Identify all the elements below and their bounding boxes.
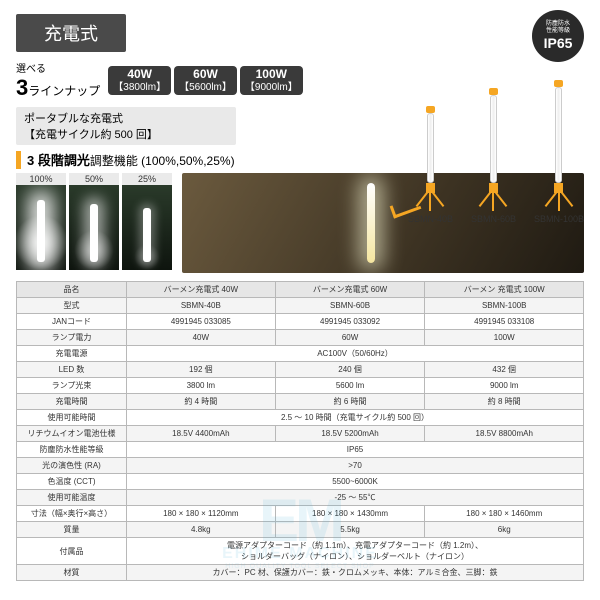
spec-row-label: 使用可能時間 [17, 410, 127, 426]
spec-cell: 18.5V 8800mAh [425, 426, 584, 442]
spec-cell: 180 × 180 × 1120mm [127, 506, 276, 522]
spec-cell: 5.5kg [275, 522, 425, 538]
dimming-image [122, 185, 172, 270]
spec-cell: SBMN-100B [425, 298, 584, 314]
ip65-badge: 防塵防水 性能等級 IP65 [532, 10, 584, 62]
spec-cell: 9000 lm [425, 378, 584, 394]
spec-row-label: ランプ電力 [17, 330, 127, 346]
dimming-image [69, 185, 119, 270]
lineup-pretext: 選べる [16, 60, 100, 75]
lineup-suffix: ラインナップ [28, 84, 100, 98]
product-lineup: SBMN-40B SBMN-60B SBMN-100B [408, 80, 584, 224]
spec-cell: 240 個 [275, 362, 425, 378]
product-label: SBMN-100B [534, 214, 584, 224]
spec-row-label: 光の演色性 (RA) [17, 458, 127, 474]
spec-cell: 60W [275, 330, 425, 346]
dimming-pct: 100% [16, 173, 66, 185]
spec-table: 品名バーメン充電式 40Wバーメン充電式 60Wバーメン 充電式 100W型式S… [16, 281, 584, 581]
spec-row-label: 充電時間 [17, 394, 127, 410]
spec-cell: 4.8kg [127, 522, 276, 538]
spec-cell: 4991945 033092 [275, 314, 425, 330]
spec-cell: AC100V（50/60Hz） [127, 346, 584, 362]
dimming-cell: 100% [16, 173, 66, 273]
product-label: SBMN-40B [408, 214, 453, 224]
spec-cell: 約 8 時間 [425, 394, 584, 410]
product-label: SBMN-60B [471, 214, 516, 224]
spec-row-label: 色温度 (CCT) [17, 474, 127, 490]
spec-cell: 18.5V 4400mAh [127, 426, 276, 442]
ip-code: IP65 [544, 35, 573, 51]
accent-bar [16, 151, 21, 169]
spec-cell: 6kg [425, 522, 584, 538]
portable-title: ポータブルな充電式 [24, 113, 123, 125]
spec-cell: 18.5V 5200mAh [275, 426, 425, 442]
spec-cell: 約 6 時間 [275, 394, 425, 410]
title-badge: 充電式 [16, 14, 126, 52]
spec-cell: 2.5 ～ 10 時間（充電サイクル約 500 回） [127, 410, 584, 426]
spec-cell: 4991945 033108 [425, 314, 584, 330]
spec-row-label: 使用可能温度 [17, 490, 127, 506]
spec-cell: 192 個 [127, 362, 276, 378]
spec-cell: 5500~6000K [127, 474, 584, 490]
product-stand [410, 106, 450, 211]
spec-row-label: 材質 [17, 565, 127, 581]
spec-row-label: 型式 [17, 298, 127, 314]
spec-cell: 432 個 [425, 362, 584, 378]
product-stand [539, 80, 579, 211]
dimming-pct: 50% [69, 173, 119, 185]
dimming-gallery: 100% 50% 25% [16, 173, 172, 273]
portable-row: ポータブルな充電式 【充電サイクル約 500 回】 [16, 107, 236, 145]
spec-row-label: LED 数 [17, 362, 127, 378]
spec-cell: -25 ～ 55℃ [127, 490, 584, 506]
spec-cell: 180 × 180 × 1430mm [275, 506, 425, 522]
spec-cell: 3800 lm [127, 378, 276, 394]
spec-cell: >70 [127, 458, 584, 474]
lineup-chip: 40W【3800lm】 [108, 66, 171, 95]
spec-header-cell: バーメン充電式 40W [127, 282, 276, 298]
product-item: SBMN-40B [408, 106, 453, 224]
spec-row-label: 充電電源 [17, 346, 127, 362]
ip-line1: 防塵防水 [546, 21, 570, 28]
spec-cell: カバー：PC 材、保護カバー：鉄・クロムメッキ、本体：アルミ合金、三脚：鉄 [127, 565, 584, 581]
lineup-chip: 60W【5600lm】 [174, 66, 237, 95]
spec-row-label: 防塵防水性能等級 [17, 442, 127, 458]
spec-cell: 40W [127, 330, 276, 346]
spec-cell: 5600 lm [275, 378, 425, 394]
spec-row-label: ランプ光束 [17, 378, 127, 394]
spec-row-label: リチウムイオン電池仕様 [17, 426, 127, 442]
spec-row-label: 寸法（幅×奥行×高さ） [17, 506, 127, 522]
dimming-cell: 50% [69, 173, 119, 273]
product-item: SBMN-60B [471, 88, 516, 224]
feature-bold: 3 段階調光 [27, 153, 90, 168]
spec-cell: 100W [425, 330, 584, 346]
spec-row-label: 質量 [17, 522, 127, 538]
spec-header-cell: バーメン 充電式 100W [425, 282, 584, 298]
spec-cell: 4991945 033085 [127, 314, 276, 330]
spec-cell: 180 × 180 × 1460mm [425, 506, 584, 522]
spec-cell: SBMN-60B [275, 298, 425, 314]
spec-header-label: 品名 [17, 282, 127, 298]
portable-sub: 【充電サイクル約 500 回】 [24, 129, 158, 141]
product-stand [473, 88, 513, 211]
lineup-chip: 100W【9000lm】 [240, 66, 303, 95]
spec-cell: SBMN-40B [127, 298, 276, 314]
dimming-cell: 25% [122, 173, 172, 273]
feature-text: 3 段階調光調整機能 (100%,50%,25%) [27, 150, 235, 169]
spec-row-label: 付属品 [17, 538, 127, 565]
spec-row-label: JANコード [17, 314, 127, 330]
ip-line2: 性能等級 [546, 28, 570, 35]
lineup-number: 3 [16, 75, 28, 100]
spec-cell: IP65 [127, 442, 584, 458]
product-item: SBMN-100B [534, 80, 584, 224]
spec-cell: 電源アダプターコード（約 1.1m）、充電アダプターコード（約 1.2m）、 シ… [127, 538, 584, 565]
spec-header-cell: バーメン充電式 60W [275, 282, 425, 298]
feature-rest: 調整機能 (100%,50%,25%) [90, 154, 235, 168]
dimming-pct: 25% [122, 173, 172, 185]
dimming-image [16, 185, 66, 270]
lineup-chips: 40W【3800lm】60W【5600lm】100W【9000lm】 [108, 66, 302, 95]
spec-cell: 約 4 時間 [127, 394, 276, 410]
